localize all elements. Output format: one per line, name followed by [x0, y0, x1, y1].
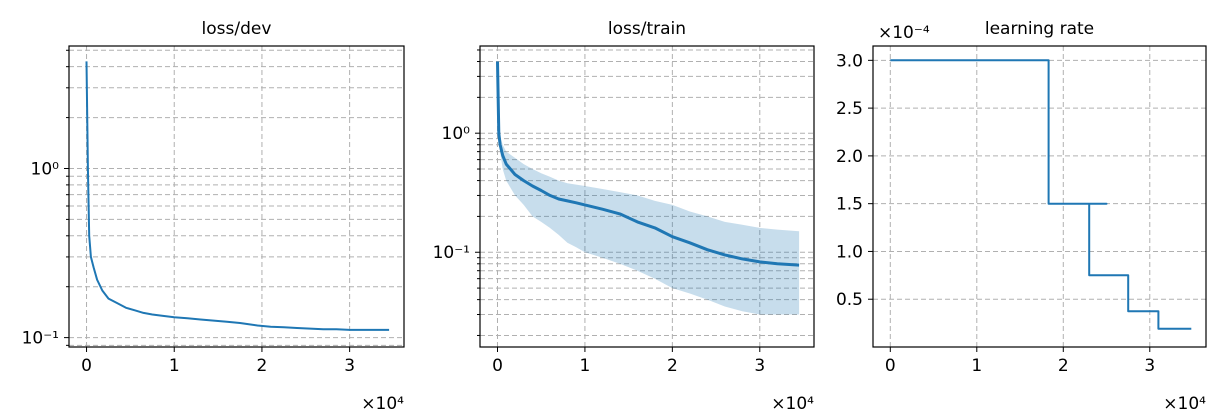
y-tick-label: 0.5 [836, 290, 863, 310]
x-tick-label: 0 [492, 356, 503, 376]
learning-rate-data [890, 59, 1192, 330]
chart-title: learning rate [985, 19, 1094, 39]
series-band [497, 61, 800, 315]
learning-rate-grid [873, 46, 1206, 347]
loss-train-panel: 0 1 2 3 10⁻¹ 10⁰ loss/train ×10⁴ [433, 19, 815, 414]
loss-train-data [496, 61, 800, 315]
learning-rate-panel: 0 1 2 3 0.5 1.0 1.5 2.0 2.5 3.0 learning rate ×10⁴ ×… [836, 19, 1207, 414]
x-tick-label: 3 [1144, 356, 1155, 376]
x-tick-label: 2 [257, 356, 268, 376]
y-tick-label: 3.0 [836, 51, 863, 71]
loss-train-frame [479, 45, 815, 348]
x-tick-label: 0 [81, 356, 92, 376]
loss-dev-data [85, 61, 390, 331]
y-tick-label: 1.0 [836, 242, 863, 262]
x-tick-label: 0 [885, 356, 896, 376]
y-tick-label: 2.5 [836, 99, 863, 119]
y-tick-label: 2.0 [836, 147, 863, 167]
chart-title: loss/train [608, 19, 686, 39]
loss-dev-frame [68, 45, 405, 348]
series-line [496, 61, 800, 267]
x-tick-label: 1 [580, 356, 591, 376]
y-tick-label: 10⁰ [442, 124, 471, 144]
y-tick-label: 10⁰ [31, 159, 60, 179]
x-tick-label: 2 [667, 356, 678, 376]
y-tick-label: 10⁻¹ [433, 243, 470, 263]
y-tick-label: 10⁻¹ [22, 329, 59, 349]
y-axis-multiplier: ×10⁻⁴ [878, 23, 930, 43]
chart-title: loss/dev [202, 19, 272, 39]
x-tick-label: 1 [169, 356, 180, 376]
x-tick-label: 2 [1058, 356, 1069, 376]
x-tick-label: 1 [971, 356, 982, 376]
y-tick-label: 1.5 [836, 195, 863, 215]
x-axis-multiplier: ×10⁴ [361, 394, 404, 414]
learning-rate-frame [872, 45, 1207, 348]
x-tick-label: 3 [754, 356, 765, 376]
loss-dev-panel: 0 1 2 3 10⁻¹ 10⁰ loss/dev ×10⁴ [22, 19, 405, 414]
series-line [85, 61, 390, 331]
series-line [890, 59, 1192, 330]
x-axis-multiplier: ×10⁴ [1163, 394, 1206, 414]
x-tick-label: 3 [344, 356, 355, 376]
x-axis-multiplier: ×10⁴ [771, 394, 814, 414]
loss-dev-grid [69, 46, 404, 347]
